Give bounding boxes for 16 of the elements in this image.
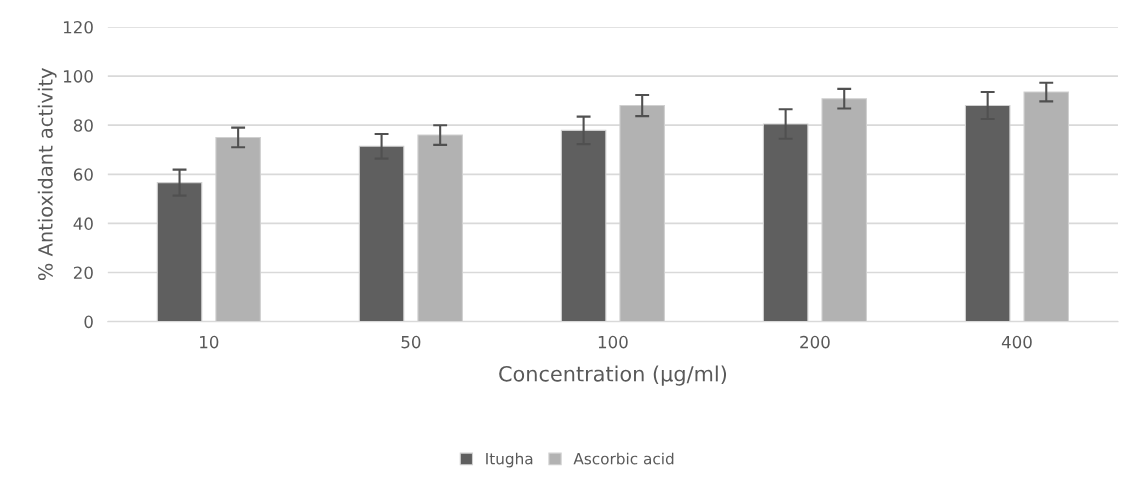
legend-label: Ascorbic acid [573, 452, 674, 465]
y-tick-label: 120 [63, 20, 93, 34]
y-tick-label: 80 [73, 119, 93, 132]
x-tick-label: 50 [401, 335, 421, 349]
y-tick-label: 0 [84, 315, 93, 329]
x-tick-label: 400 [1001, 335, 1032, 349]
y-tick-label: 20 [73, 266, 93, 280]
legend-label: Itugha [486, 452, 533, 468]
x-tick-label: 200 [800, 335, 830, 349]
x-axis-title: Concentration (µg/ml) [499, 365, 727, 386]
x-tick-label: 10 [200, 335, 219, 349]
y-axis-title: % Antioxidant activity [37, 68, 57, 281]
y-tick-label: 40 [73, 217, 93, 230]
y-tick-label: 60 [73, 168, 93, 181]
x-tick-label: 100 [598, 335, 628, 349]
y-tick-label: 100 [63, 70, 93, 83]
